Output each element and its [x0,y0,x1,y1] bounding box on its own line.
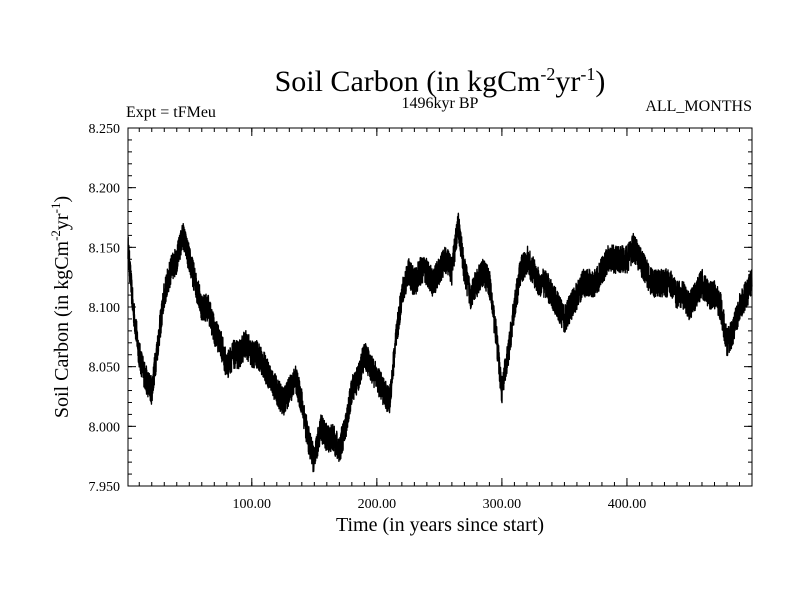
series-layer [127,212,753,473]
x-tick-label: 200.00 [358,497,397,512]
y-tick-label: 8.100 [89,301,121,316]
experiment-label: Expt = tFMeu [126,104,216,121]
x-tick-label: 300.00 [483,497,522,512]
y-tick-label: 8.000 [89,420,121,435]
y-tick-label: 8.250 [89,122,121,137]
y-tick-label: 8.050 [89,361,121,376]
plot-frame [127,127,753,487]
x-axis-label: Time (in years since start) [336,514,544,536]
y-tick-label: 7.950 [89,480,121,495]
months-label: ALL_MONTHS [645,98,752,115]
y-tick-labels: 7.950 8.000 8.050 8.100 8.150 8.200 8.250 [89,122,121,495]
x-tick-label: 400.00 [608,497,647,512]
chart-title: Soil Carbon (in kgCm-2yr-1) [275,64,606,98]
period-label: 1496kyr BP [402,95,479,112]
y-tick-label: 8.200 [89,182,121,197]
y-tick-label: 8.150 [89,241,121,256]
x-tick-label: 100.00 [233,497,272,512]
x-tick-labels: 100.00 200.00 300.00 400.00 [233,497,647,512]
y-axis-label: Soil Carbon (in kgCm-2yr-1) [48,196,73,418]
axis-ticks [128,127,752,487]
series-line [127,212,753,473]
